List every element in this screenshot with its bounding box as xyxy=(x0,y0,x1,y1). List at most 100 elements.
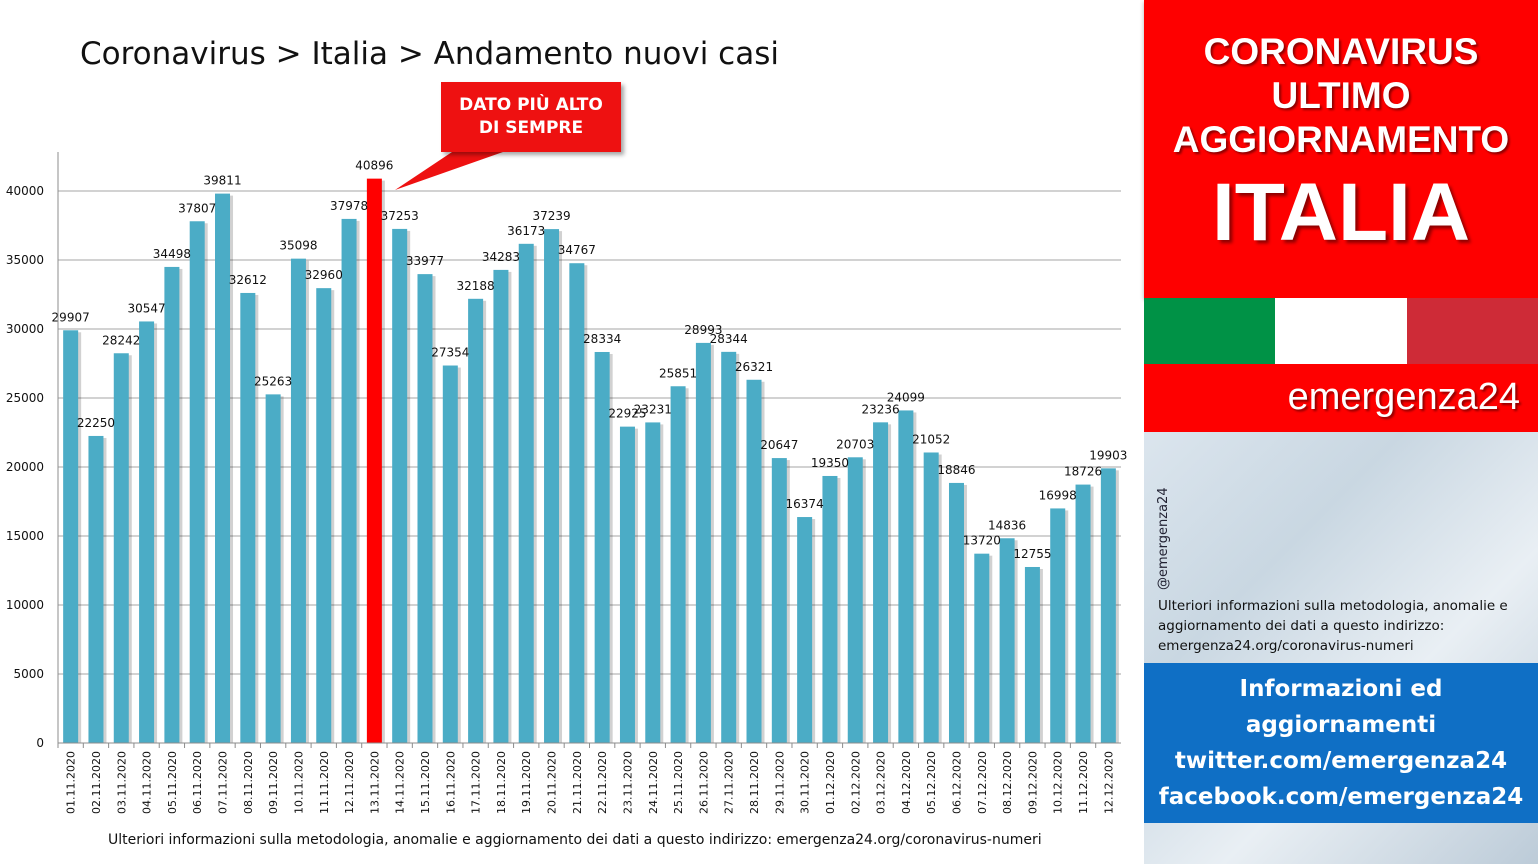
header-line1: CORONAVIRUS xyxy=(1203,31,1479,72)
social-handle: @emergenza24 xyxy=(1156,487,1171,590)
bar xyxy=(189,221,205,743)
bar xyxy=(797,517,813,743)
data-label: 28344 xyxy=(710,332,748,346)
bar xyxy=(771,458,787,743)
bar xyxy=(164,266,180,743)
x-tick-label: 26.11.2020 xyxy=(697,751,710,814)
brand-logo-text: emergenza24 xyxy=(1287,376,1520,418)
bar xyxy=(316,288,332,743)
x-tick-label: 04.12.2020 xyxy=(900,751,913,814)
bar-chart: 29907 22250 28242 30547 34498 37807 39811 32612… xyxy=(6,140,1127,814)
x-tick-label: 08.11.2020 xyxy=(242,751,255,814)
data-label: 39811 xyxy=(203,174,241,188)
x-tick-label: 23.11.2020 xyxy=(621,751,634,814)
data-label: 40896 xyxy=(355,159,393,173)
data-label: 16998 xyxy=(1039,488,1077,502)
methodology-note: Ulteriori informazioni sulla metodologia… xyxy=(1158,598,1508,654)
x-tick-label: 03.11.2020 xyxy=(115,751,128,814)
data-label: 22250 xyxy=(77,416,115,430)
bar xyxy=(873,422,889,743)
data-label: 14836 xyxy=(988,518,1026,532)
data-label: 25263 xyxy=(254,374,292,388)
bar xyxy=(695,342,711,743)
x-tick-label: 17.11.2020 xyxy=(470,751,483,814)
bar xyxy=(240,292,256,743)
x-tick-label: 11.11.2020 xyxy=(318,751,331,814)
x-tick-label: 09.12.2020 xyxy=(1026,751,1039,814)
data-label: 18846 xyxy=(937,463,975,477)
bar xyxy=(923,452,939,743)
data-label: 19350 xyxy=(811,456,849,470)
bar xyxy=(139,321,155,743)
x-tick-label: 02.11.2020 xyxy=(90,751,103,814)
bar xyxy=(1024,566,1040,743)
brand-banner: emergenza24 xyxy=(1144,364,1538,432)
flag-red-stripe xyxy=(1406,298,1538,364)
bar xyxy=(847,457,863,743)
y-tick-label: 20000 xyxy=(6,460,44,474)
bar xyxy=(645,422,661,743)
bar xyxy=(392,228,408,744)
header-line3: AGGIORNAMENTO xyxy=(1172,119,1510,160)
bar xyxy=(999,538,1015,743)
bar xyxy=(493,269,509,743)
x-tick-label: 02.12.2020 xyxy=(849,751,862,814)
bar xyxy=(417,274,433,743)
x-tick-label: 12.12.2020 xyxy=(1102,751,1115,814)
bar xyxy=(341,218,357,744)
x-tick-label: 07.11.2020 xyxy=(217,751,230,814)
y-tick-label: 0 xyxy=(36,736,44,750)
twitter-link[interactable]: twitter.com/emergenza24 xyxy=(1174,748,1508,774)
x-tick-label: 05.11.2020 xyxy=(166,751,179,814)
header-banner: CORONAVIRUS ULTIMO AGGIORNAMENTO ITALIA xyxy=(1144,0,1538,298)
bar xyxy=(518,243,534,743)
bar xyxy=(670,386,686,743)
callout-line1: DATO PIÙ ALTO xyxy=(459,95,603,116)
x-tick-label: 25.11.2020 xyxy=(672,751,685,814)
bar xyxy=(544,229,560,743)
x-tick-label: 15.11.2020 xyxy=(419,751,432,814)
bar xyxy=(1100,468,1116,743)
x-tick-label: 18.11.2020 xyxy=(495,751,508,814)
bar-highlight xyxy=(366,178,382,743)
y-tick-label: 40000 xyxy=(6,184,44,198)
x-tick-label: 08.12.2020 xyxy=(1001,751,1014,814)
bar xyxy=(974,553,990,743)
info-panel: CORONAVIRUS ULTIMO AGGIORNAMENTO ITALIA … xyxy=(1144,0,1538,864)
callout-line2: DI SEMPRE xyxy=(478,118,584,138)
data-label: 18726 xyxy=(1064,465,1102,479)
bar xyxy=(215,193,231,743)
chart-title: Coronavirus > Italia > Andamento nuovi c… xyxy=(80,36,779,72)
data-label: 28334 xyxy=(583,332,621,346)
data-label: 34767 xyxy=(558,243,596,257)
data-label: 13720 xyxy=(963,534,1001,548)
y-tick-label: 35000 xyxy=(6,253,44,267)
x-tick-label: 13.11.2020 xyxy=(368,751,381,814)
x-tick-label: 01.12.2020 xyxy=(824,751,837,814)
x-tick-label: 30.11.2020 xyxy=(799,751,812,814)
data-label: 36173 xyxy=(507,224,545,238)
data-label: 29907 xyxy=(52,310,90,324)
y-tick-label: 30000 xyxy=(6,322,44,336)
x-tick-label: 06.11.2020 xyxy=(191,751,204,814)
data-label: 34283 xyxy=(482,250,520,264)
data-label: 28242 xyxy=(102,333,140,347)
data-label: 21052 xyxy=(912,432,950,446)
info-line2: aggiornamenti xyxy=(1245,712,1437,738)
data-label: 32612 xyxy=(229,273,267,287)
x-tick-label: 09.11.2020 xyxy=(267,751,280,814)
bar xyxy=(898,410,914,743)
bar xyxy=(619,426,635,743)
data-label: 32188 xyxy=(457,279,495,293)
data-label: 26321 xyxy=(735,360,773,374)
bar xyxy=(721,351,737,743)
x-tick-label: 11.12.2020 xyxy=(1077,751,1090,814)
x-tick-label: 03.12.2020 xyxy=(875,751,888,814)
bar xyxy=(63,330,79,743)
facebook-link[interactable]: facebook.com/emergenza24 xyxy=(1158,784,1524,810)
data-label: 20647 xyxy=(760,438,798,452)
data-label: 37253 xyxy=(381,209,419,223)
bar xyxy=(594,351,610,743)
x-tick-label: 12.11.2020 xyxy=(343,751,356,814)
header-country: ITALIA xyxy=(1211,167,1471,258)
